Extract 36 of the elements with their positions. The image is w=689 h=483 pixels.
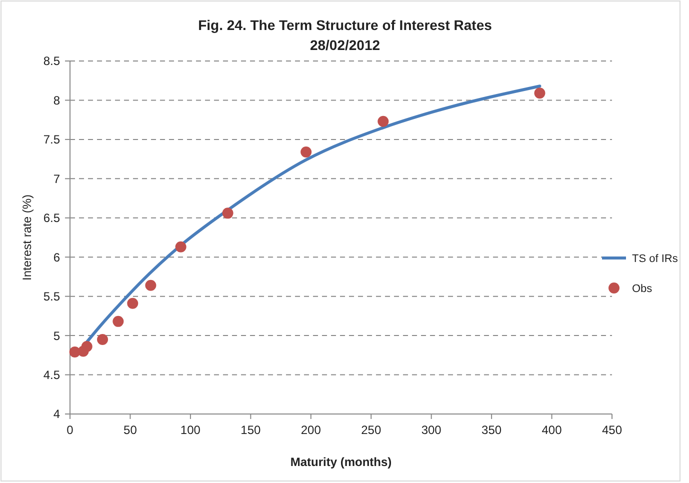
x-tick-label: 50 [124,423,138,437]
point [112,316,124,327]
point [222,208,234,219]
x-tick-label: 250 [361,423,382,437]
x-tick-label: 400 [542,423,562,437]
y-tick-label: 7 [53,172,60,186]
y-tick-label: 6 [53,250,60,264]
point [81,341,92,352]
y-tick-label: 7.5 [43,132,60,147]
x-tick-label: 450 [602,423,622,437]
y-tick-label: 8 [53,93,60,108]
point [175,241,186,252]
x-tick-label: 0 [66,423,74,437]
point [534,88,546,99]
y-tick-label: 5.5 [43,290,60,304]
x-axis-title: Maturity (months) [290,455,392,469]
point [145,280,156,291]
x-tick-label: 150 [240,423,261,437]
y-tick-label: 8.5 [43,54,60,68]
point [97,334,108,345]
x-tick-label: 100 [180,423,201,437]
chart-title: Fig. 24. The Term Structure of Interest Rates [198,17,492,33]
legend-label: Obs [632,282,653,295]
y-axis-title: Interest rate (%) [20,194,34,281]
x-tick-label: 200 [300,423,322,437]
x-tick-label: 350 [482,423,502,437]
point [378,116,389,127]
point [127,298,138,309]
chart-subtitle: 28/02/2012 [310,37,380,53]
y-tick-label: 6.5 [43,211,60,226]
y-tick-label: 5 [53,328,60,343]
y-tick-label: 4 [53,407,60,422]
legend-label: TS of IRs [632,252,678,265]
y-tick-label: 4.5 [43,368,60,382]
point [300,146,312,158]
x-tick-label: 300 [421,423,442,437]
